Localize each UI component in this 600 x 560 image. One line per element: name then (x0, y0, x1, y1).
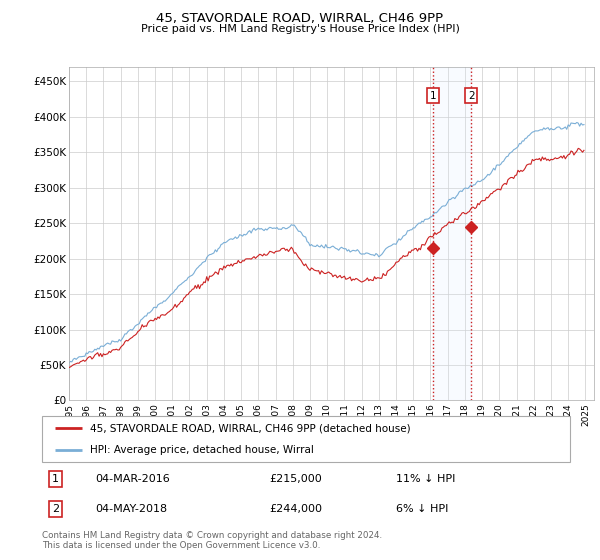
Bar (433, 67, 471, 400)
Text: 11% ↓ HPI: 11% ↓ HPI (396, 474, 455, 484)
Text: 04-MAY-2018: 04-MAY-2018 (95, 504, 167, 514)
Text: £244,000: £244,000 (269, 504, 322, 514)
Text: 2: 2 (468, 91, 475, 101)
Text: Contains HM Land Registry data © Crown copyright and database right 2024.
This d: Contains HM Land Registry data © Crown c… (42, 531, 382, 550)
Text: £215,000: £215,000 (269, 474, 322, 484)
FancyBboxPatch shape (42, 416, 570, 462)
Text: 04-MAR-2016: 04-MAR-2016 (95, 474, 170, 484)
Text: HPI: Average price, detached house, Wirral: HPI: Average price, detached house, Wirr… (89, 445, 313, 455)
Text: 1: 1 (430, 91, 437, 101)
Text: Price paid vs. HM Land Registry's House Price Index (HPI): Price paid vs. HM Land Registry's House … (140, 24, 460, 34)
Text: 1: 1 (52, 474, 59, 484)
Text: 45, STAVORDALE ROAD, WIRRAL, CH46 9PP (detached house): 45, STAVORDALE ROAD, WIRRAL, CH46 9PP (d… (89, 423, 410, 433)
Text: 45, STAVORDALE ROAD, WIRRAL, CH46 9PP: 45, STAVORDALE ROAD, WIRRAL, CH46 9PP (157, 12, 443, 25)
Text: 6% ↓ HPI: 6% ↓ HPI (396, 504, 448, 514)
Text: 2: 2 (52, 504, 59, 514)
